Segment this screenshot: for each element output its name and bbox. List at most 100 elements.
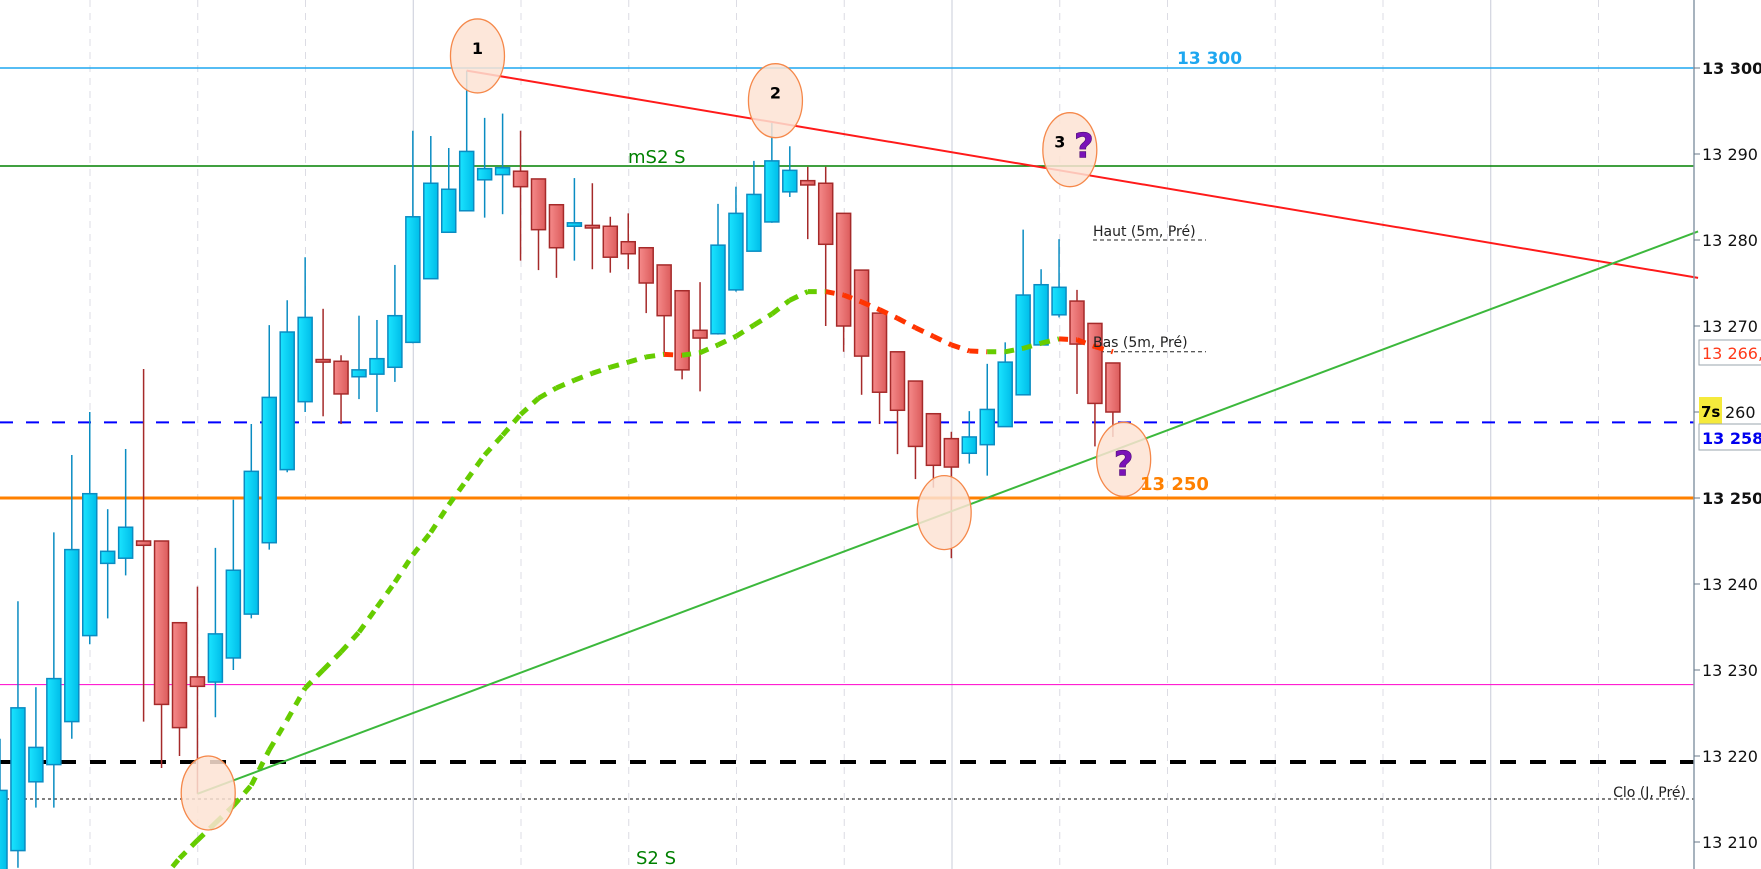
candle-body [961, 436, 978, 455]
ma-segment [339, 630, 361, 654]
candle-body [530, 178, 547, 231]
candle [153, 540, 170, 769]
candle [297, 257, 313, 412]
level-label-13300: 13 300 [1177, 49, 1242, 69]
candle [28, 687, 44, 808]
candle [99, 509, 116, 619]
candle [405, 130, 421, 344]
timer-badge: 7s [1701, 403, 1720, 421]
question-mark-icon: ? [1114, 444, 1134, 484]
candle-body [764, 160, 780, 223]
axis-tick-label: 13 270 [1702, 317, 1758, 336]
axis-tick-label: 13 300 [1702, 59, 1761, 78]
candle-body [800, 179, 816, 186]
ma-segment [500, 412, 523, 437]
axis-tick-label: 13 230 [1702, 661, 1758, 680]
axis-tick-label: 13 240 [1702, 575, 1758, 594]
candle-body [1051, 286, 1067, 316]
candle-body [279, 331, 295, 471]
candle [82, 412, 98, 645]
ma-segment [896, 316, 917, 330]
ma-segment [321, 650, 343, 672]
candle-body [889, 351, 906, 412]
candle-body [261, 396, 277, 544]
annotation-ellipse [916, 474, 972, 551]
candle-body [405, 216, 421, 344]
candle [638, 246, 654, 314]
axis-tick-label: 13 210 [1702, 833, 1758, 852]
candle-body [82, 492, 98, 637]
ma-segment [231, 783, 254, 808]
candle-body [728, 212, 744, 291]
ma-segment [914, 325, 935, 339]
annotation-number: 1 [472, 39, 483, 58]
annotation-number: 2 [770, 84, 781, 103]
ma-segment [627, 354, 647, 365]
ma-segment [734, 323, 756, 339]
ma-segment [878, 307, 899, 321]
candle [279, 300, 295, 473]
ma-value-tag: 13 266, [1702, 344, 1761, 363]
annotation-circle [916, 474, 972, 551]
ma-segment [267, 718, 290, 752]
candle [764, 123, 780, 223]
ma-segment [177, 838, 200, 861]
candle-body [99, 550, 116, 565]
candle-body [369, 357, 385, 375]
candle [315, 308, 331, 417]
candle [835, 212, 852, 352]
ma-segment [1058, 336, 1078, 343]
ma-segment [645, 351, 665, 360]
candle [369, 319, 385, 412]
axis-tick-label: 13 250 [1702, 489, 1761, 508]
ma-segment [716, 334, 738, 348]
candle [261, 325, 277, 550]
candle-body [620, 240, 636, 255]
candle-body [1105, 362, 1121, 413]
candle [387, 264, 403, 382]
annotation-number: 3 [1054, 133, 1065, 152]
candle-body [153, 540, 170, 706]
annotation-ellipse [180, 755, 236, 831]
ma-segment [969, 348, 988, 355]
candle-body [441, 188, 457, 234]
ma-segment [537, 385, 558, 401]
price-axis[interactable]: 13 300 13 290 13 280 13 270 260 13 250 13 240 1… [1693, 0, 1761, 869]
candle-body [710, 244, 726, 335]
level-label-13250: 13 250 [1140, 474, 1209, 495]
ma-segment [167, 856, 182, 869]
ma-segment [770, 298, 792, 316]
candle-body [135, 540, 152, 547]
candle [907, 380, 924, 480]
candle-body [871, 312, 888, 393]
candle-body [207, 633, 224, 683]
ma-segment [482, 433, 505, 457]
annotation-circle [180, 755, 236, 831]
candle [225, 499, 242, 670]
candle [817, 166, 834, 326]
ma-segment [842, 292, 863, 305]
ma-segment [932, 334, 953, 348]
ma-segment [374, 580, 397, 609]
candle-body [1033, 283, 1049, 346]
candle-body [602, 225, 619, 258]
candle [207, 547, 224, 718]
ma-segment [788, 289, 809, 303]
axis-tick-label: 13 290 [1702, 145, 1758, 164]
candle-body [46, 677, 62, 766]
candle-body [351, 369, 367, 378]
candle-body [243, 470, 260, 615]
candle [423, 135, 439, 280]
level-label-s2s: S2 S [636, 848, 676, 869]
candle [656, 264, 672, 353]
annotation-ellipse [449, 18, 506, 94]
candle [602, 216, 619, 273]
candle-body [458, 150, 475, 212]
ma-segment [752, 311, 774, 328]
annotation-circle: 1 [449, 18, 506, 94]
candle-body [189, 676, 206, 688]
ma-segment [428, 503, 451, 534]
ma-segment [285, 686, 308, 722]
candle [351, 315, 367, 400]
